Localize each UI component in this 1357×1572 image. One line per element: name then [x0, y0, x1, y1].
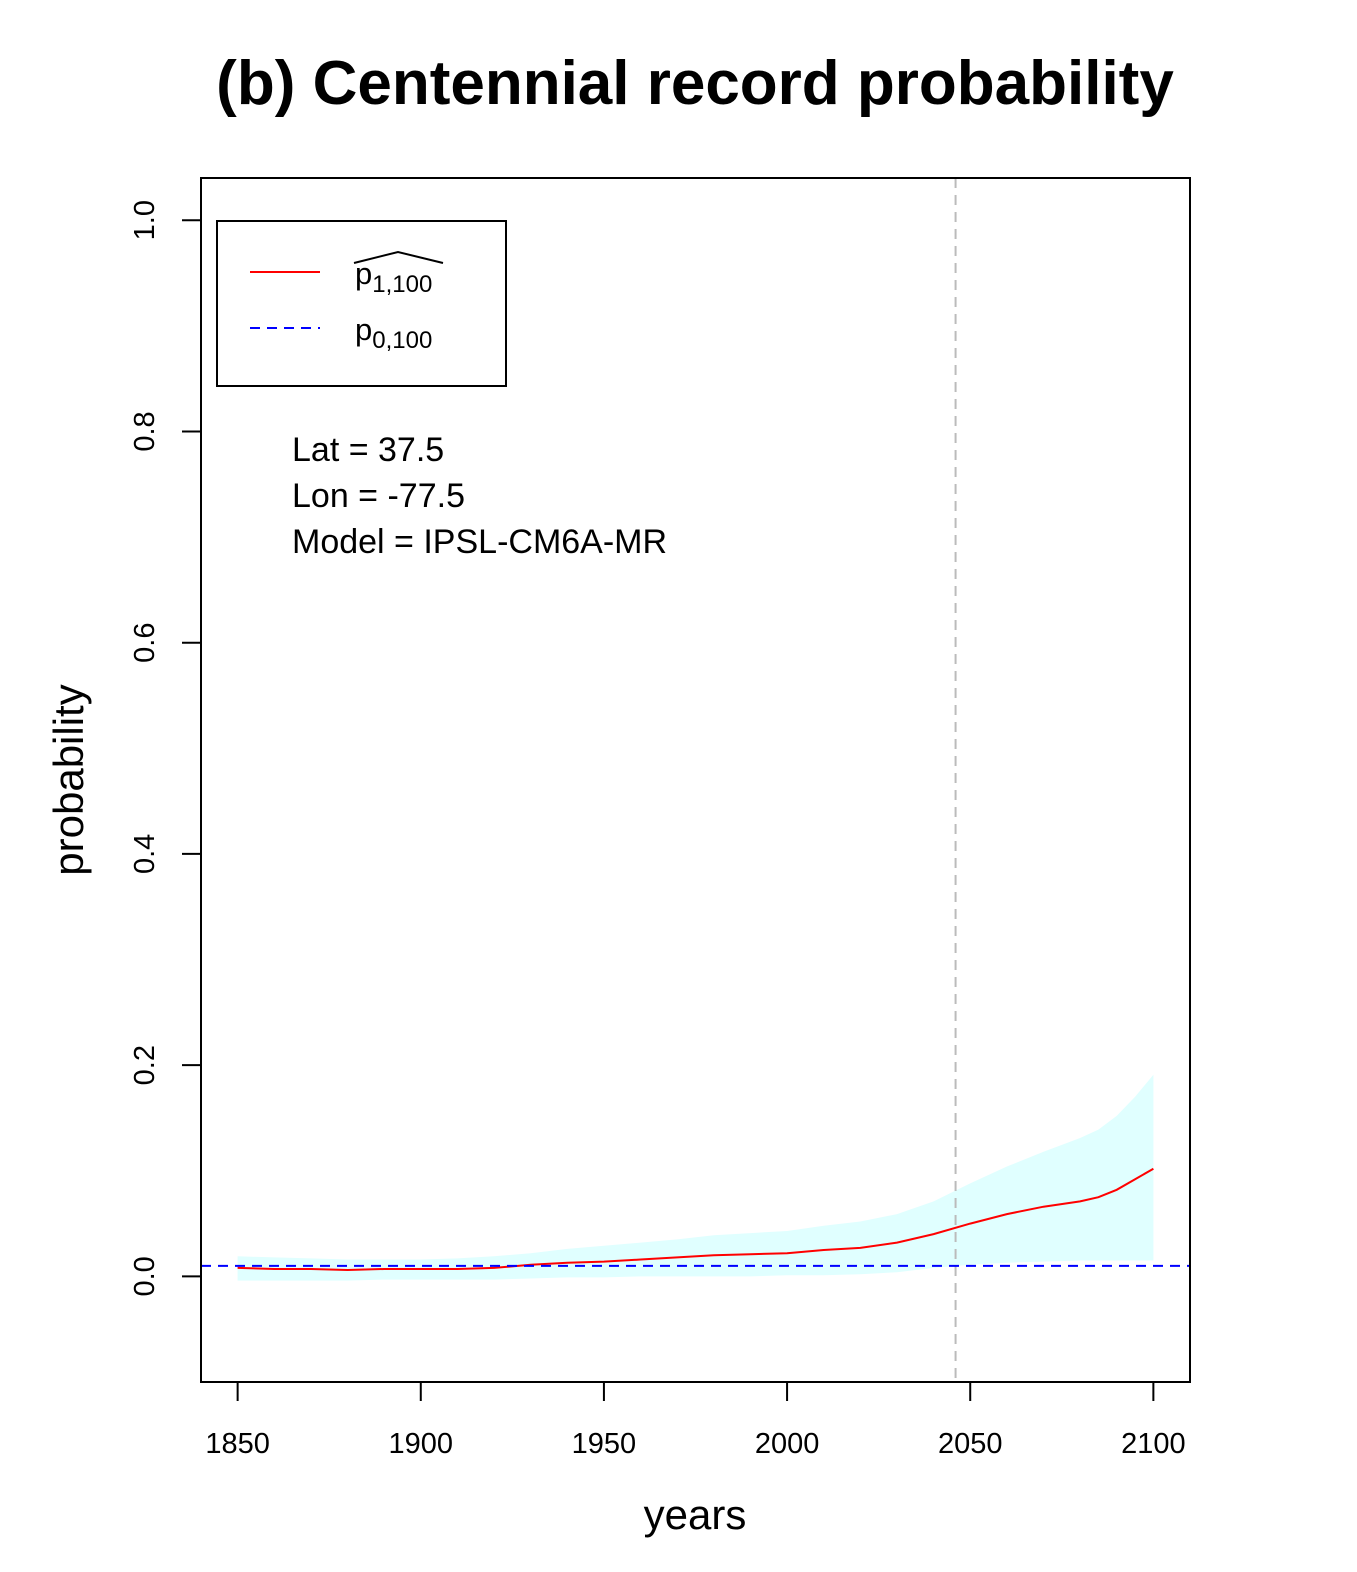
annotations: Lat = 37.5 Lon = -77.5 Model = IPSL-CM6A-M…: [292, 431, 667, 561]
y-axis-label: probability: [45, 684, 92, 875]
annotation-text: Lon = -77.5: [292, 477, 465, 515]
x-tick-label: 1950: [572, 1428, 637, 1460]
annotation-text: Lat = 37.5: [292, 431, 444, 469]
y-tick-label: 0.6: [129, 623, 161, 663]
x-tick-label: 2100: [1121, 1428, 1186, 1460]
y-tick-label: 0.2: [129, 1045, 161, 1085]
x-tick-label: 1850: [205, 1428, 270, 1460]
chart-title: (b) Centennial record probability: [216, 49, 1174, 118]
y-tick-label: 0.4: [129, 834, 161, 874]
legend-label: p1,100: [355, 256, 432, 298]
y-tick-label: 0.8: [129, 411, 161, 451]
x-tick-label: 2050: [938, 1428, 1003, 1460]
x-tick-label: 2000: [755, 1428, 820, 1460]
legend-hat-accent: [353, 250, 444, 264]
y-tick-label: 0.0: [129, 1256, 161, 1296]
x-tick-label: 1900: [389, 1428, 454, 1460]
series-line-p1: [237, 1167, 1154, 1272]
y-tick-label: 1.0: [129, 200, 161, 240]
x-axis-label: years: [644, 1491, 747, 1538]
legend-box: [216, 220, 507, 387]
confidence-band: [237, 1074, 1154, 1281]
annotation-text: Model = IPSL-CM6A-MR: [292, 523, 667, 561]
